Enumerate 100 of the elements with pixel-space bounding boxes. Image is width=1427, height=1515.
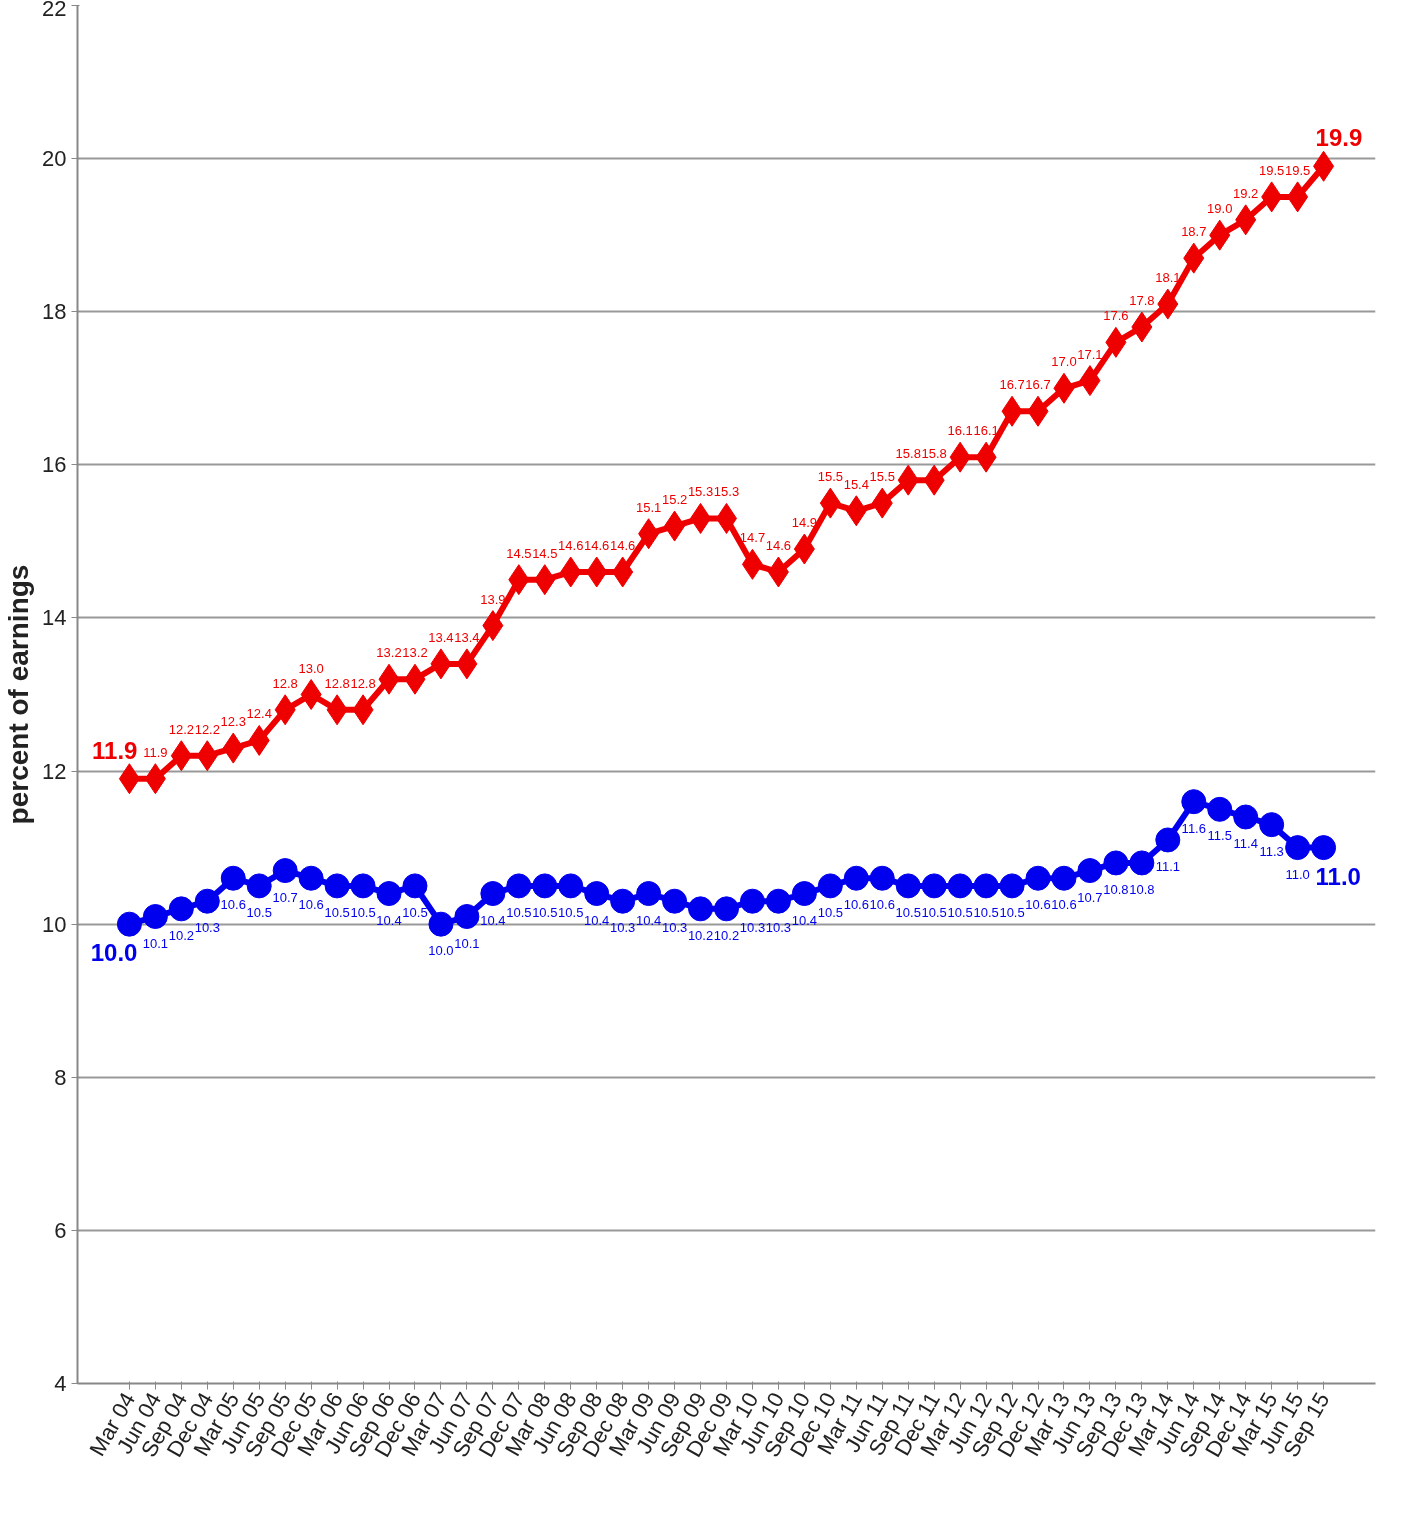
data-label: 12.8 (272, 675, 298, 691)
data-label: 19.0 (1207, 201, 1233, 217)
data-label: 15.8 (921, 446, 947, 462)
y-tick-label: 12 (42, 758, 67, 784)
data-label: 15.2 (661, 492, 688, 508)
point (688, 896, 714, 922)
point (869, 865, 895, 891)
data-label: 16.1 (973, 423, 999, 439)
point (142, 904, 168, 929)
data-label: 17.1 (1077, 346, 1103, 362)
point (1025, 865, 1051, 891)
point (1051, 865, 1077, 891)
data-label: 10.0 (90, 939, 138, 967)
point (454, 904, 480, 929)
point (636, 881, 662, 907)
data-label: 10.3 (661, 920, 688, 936)
data-label: 11.1 (1155, 858, 1180, 874)
data-label: 10.5 (506, 904, 532, 920)
data-label: 14.6 (558, 538, 584, 554)
data-label: 10.5 (947, 904, 973, 920)
point (1311, 835, 1337, 861)
data-label: 19.2 (1233, 185, 1259, 201)
data-label: 10.1 (142, 935, 169, 951)
data-label: 18.7 (1181, 224, 1207, 240)
y-tick-label: 22 (42, 0, 67, 21)
point (168, 896, 194, 922)
data-label: 11.5 (1207, 828, 1232, 844)
point (973, 873, 999, 899)
data-label: 17.0 (1051, 354, 1077, 370)
y-tick-label: 16 (42, 452, 67, 478)
data-label: 15.1 (635, 499, 662, 515)
point (300, 679, 322, 710)
data-label: 14.6 (610, 538, 636, 554)
point (1233, 804, 1259, 830)
point (791, 881, 817, 907)
data-label: 10.1 (454, 935, 480, 951)
point (947, 873, 973, 899)
data-label: 10.5 (895, 904, 921, 920)
point (921, 873, 947, 899)
data-label: 12.2 (168, 721, 194, 737)
data-label: 11.0 (1285, 866, 1310, 882)
point (739, 888, 765, 914)
data-label: 10.7 (272, 889, 298, 905)
point (1285, 835, 1311, 861)
point (895, 873, 921, 899)
point (1103, 850, 1129, 876)
data-label: 15.3 (687, 484, 714, 500)
point (1155, 827, 1181, 853)
data-label: 11.6 (1181, 820, 1206, 836)
data-label: 12.4 (246, 706, 272, 722)
point (194, 888, 220, 914)
data-label: 10.5 (973, 904, 999, 920)
point (843, 865, 869, 891)
data-label: 10.6 (1051, 897, 1077, 913)
data-label: 10.4 (635, 912, 662, 928)
data-label: 10.7 (1077, 889, 1103, 905)
data-label: 10.2 (713, 927, 740, 943)
data-label: 13.4 (428, 629, 454, 645)
point (1181, 789, 1207, 815)
data-label: 17.6 (1103, 308, 1129, 324)
point (1259, 812, 1285, 838)
data-label: 10.5 (921, 904, 947, 920)
y-tick-label: 10 (42, 911, 67, 937)
data-label: 13.9 (480, 591, 506, 607)
point (817, 873, 843, 899)
data-label: 12.2 (194, 721, 220, 737)
data-label: 19.5 (1259, 162, 1285, 178)
point (532, 873, 558, 899)
data-label: 15.5 (817, 469, 843, 485)
point (1077, 858, 1103, 884)
point (298, 865, 324, 891)
data-label: 16.7 (1025, 377, 1051, 393)
data-label: 12.8 (324, 675, 350, 691)
data-label: 10.0 (428, 943, 454, 959)
point (765, 888, 791, 914)
y-axis-title: percent of earnings (3, 564, 35, 825)
data-label: 10.4 (480, 912, 506, 928)
data-label: 13.2 (376, 645, 402, 661)
data-label: 10.5 (350, 904, 376, 920)
data-label: 11.4 (1233, 835, 1258, 851)
data-label: 10.5 (558, 904, 584, 920)
data-label: 10.3 (765, 920, 792, 936)
data-label: 10.4 (791, 912, 818, 928)
point (350, 873, 376, 899)
point (662, 888, 688, 914)
data-label: 14.9 (791, 515, 818, 531)
data-label: 19.5 (1284, 162, 1311, 178)
data-label: 16.1 (947, 423, 973, 439)
data-label: 13.2 (402, 645, 428, 661)
y-tick-label: 6 (54, 1217, 67, 1243)
data-label: 17.8 (1129, 293, 1155, 309)
point (1129, 850, 1155, 876)
data-label: 14.6 (765, 538, 792, 554)
data-label: 11.9 (92, 736, 138, 764)
y-tick-label: 20 (42, 146, 67, 172)
data-label: 15.3 (713, 484, 740, 500)
data-label: 13.4 (454, 629, 480, 645)
data-label: 10.3 (739, 920, 766, 936)
data-label: 10.6 (298, 897, 324, 913)
point (480, 881, 506, 907)
